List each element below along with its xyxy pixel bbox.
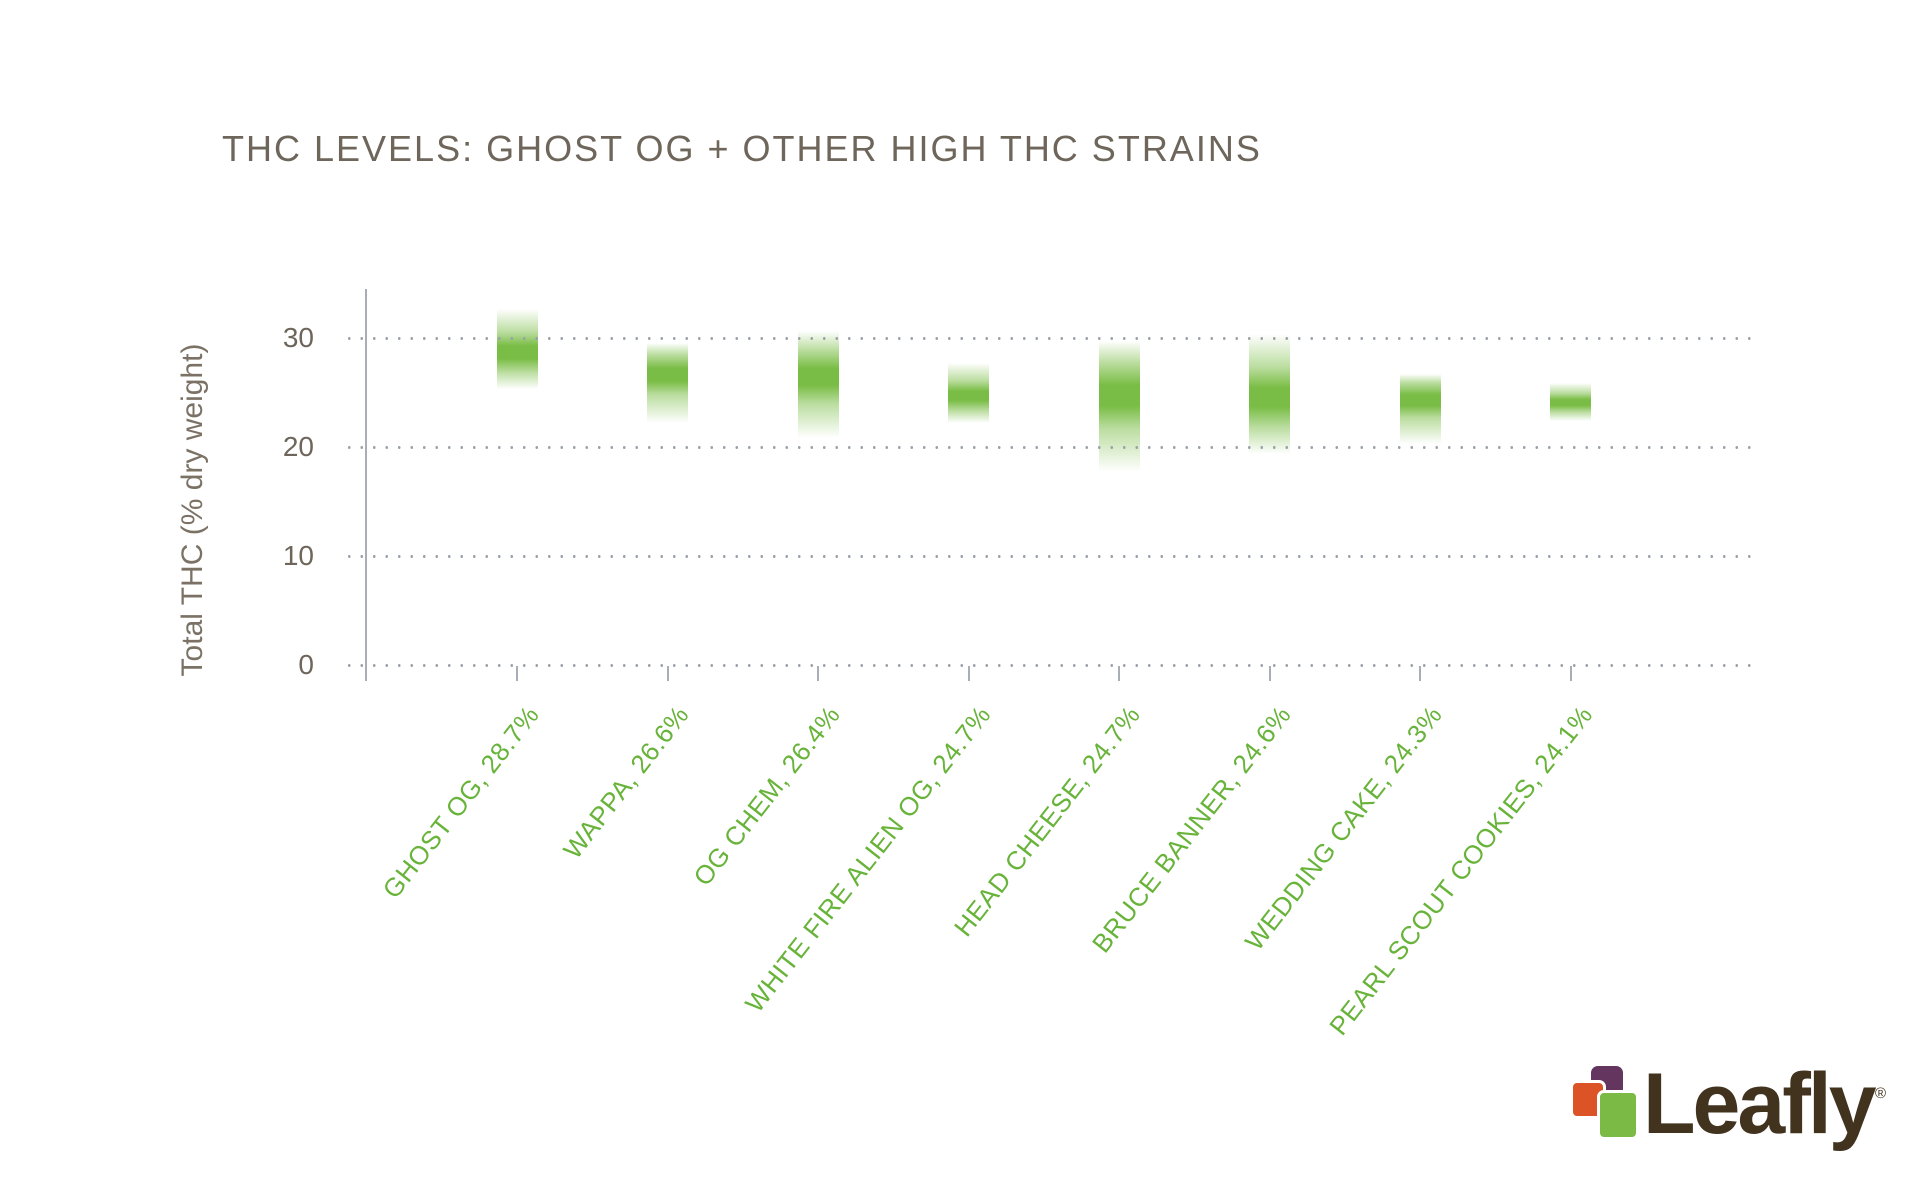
bar-wappa — [647, 343, 688, 423]
logo-wordmark: Leafly — [1643, 1056, 1877, 1152]
gridline-10 — [343, 554, 1758, 558]
bar-bruce-banner — [1249, 333, 1290, 454]
y-tick-label-20: 20 — [282, 431, 314, 462]
bar-og-chem — [797, 331, 839, 439]
x-label-4: WHITE FIRE ALIEN OG, 24.7% — [738, 700, 997, 1018]
x-tick-6 — [1268, 666, 1271, 681]
gridline-30 — [343, 336, 1758, 340]
x-tick-7 — [1419, 666, 1421, 681]
leafly-logo: Leafly ® — [1570, 1056, 1913, 1173]
bar-pearl-scout-cookies — [1550, 382, 1591, 421]
registered-trademark-icon: ® — [1875, 1085, 1887, 1102]
y-axis-line — [365, 289, 367, 681]
x-tick-2 — [666, 666, 669, 681]
y-tick-label-30: 30 — [282, 322, 314, 353]
x-tick-5 — [1118, 666, 1120, 681]
y-axis-title: Total THC (% dry weight) — [176, 343, 209, 677]
bar-wedding-cake — [1399, 373, 1441, 444]
logo-green-square-icon — [1597, 1090, 1639, 1140]
x-tick-3 — [817, 666, 819, 681]
y-tick-label-10: 10 — [282, 540, 314, 571]
bar-ghost-og — [496, 308, 538, 390]
bar-head-cheese — [1098, 341, 1140, 473]
x-tick-1 — [516, 666, 518, 681]
x-label-3: OG CHEM, 26.4% — [686, 700, 846, 892]
y-tick-label-0: 0 — [298, 649, 314, 680]
x-label-8: PEARL SCOUT COOKIES, 24.1% — [1322, 700, 1599, 1041]
x-label-1: GHOST OG, 28.7% — [376, 700, 545, 904]
x-label-2: WAPPA, 26.6% — [557, 700, 696, 865]
gridline-0 — [343, 663, 1758, 667]
x-tick-8 — [1569, 666, 1572, 681]
gridline-20 — [343, 445, 1758, 449]
x-tick-4 — [967, 666, 970, 681]
chart-title: THC LEVELS: GHOST OG + OTHER HIGH THC ST… — [222, 128, 1262, 169]
bar-white-fire-alien-og — [948, 363, 989, 423]
